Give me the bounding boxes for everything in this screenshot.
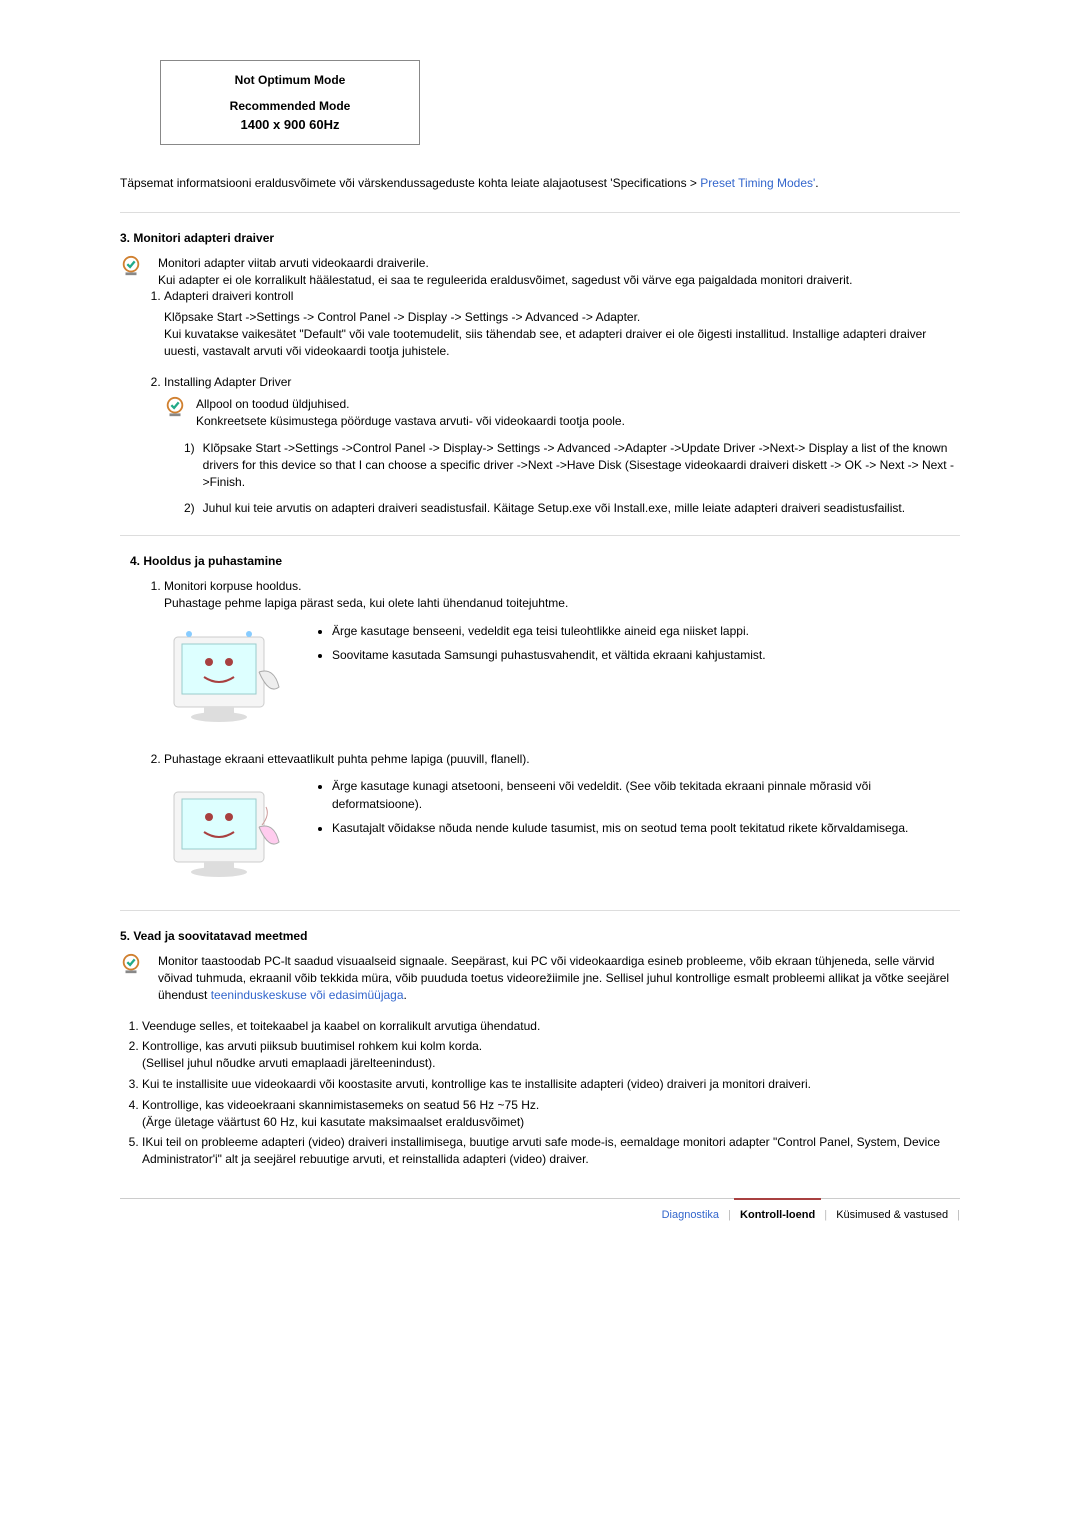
intro-suffix: . [815,176,818,190]
section5-note-block: Monitor taastoodab PC-lt saadud visuaals… [120,953,960,1003]
monitor-cleaning-image [164,622,294,737]
resolution-label: 1400 x 900 60Hz [181,117,399,132]
item2-icon-note: Allpool on toodud üldjuhised. Konkreetse… [196,396,625,430]
s4-item2-bullets: Ärge kasutage kunagi atsetooni, benseeni… [332,777,960,843]
service-center-link[interactable]: teeninduskeskuse või edasimüüjaga [211,988,404,1002]
monitor-cleaning-image-2 [164,777,294,892]
section3-title: 3. Monitori adapteri draiver [120,231,960,245]
tab-separator: | [957,1209,960,1221]
s4-item2-head: Puhastage ekraani ettevaatlikult puhta p… [164,751,960,768]
section4-item-1: Monitori korpuse hooldus. Puhastage pehm… [164,578,960,736]
item2-head: Installing Adapter Driver [164,374,960,391]
section3-sub-1: 1)Klõpsake Start ->Settings ->Control Pa… [184,440,960,490]
tab-kontroll-loend[interactable]: Kontroll-loend [734,1209,821,1221]
section3-sublist: 1)Klõpsake Start ->Settings ->Control Pa… [184,440,960,517]
section4-item-2: Puhastage ekraani ettevaatlikult puhta p… [164,751,960,893]
trouble-item: Kontrollige, kas videoekraani skannimist… [142,1097,960,1131]
intro-prefix: Täpsemat informatsiooni eraldusvõimete v… [120,176,700,190]
intro-paragraph: Täpsemat informatsiooni eraldusvõimete v… [120,175,960,192]
section3-item-2: Installing Adapter Driver Allpool on too… [164,374,960,518]
recommended-label: Recommended Mode [181,99,399,113]
note-icon [120,266,142,280]
tab-diagnostika[interactable]: Diagnostika [656,1209,725,1221]
section5-note-text: Monitor taastoodab PC-lt saadud visuaals… [158,953,960,1003]
note-icon [120,964,142,978]
section3-item-1: Adapteri draiveri kontroll Klõpsake Star… [164,288,960,359]
divider [120,212,960,213]
bullet: Ärge kasutage kunagi atsetooni, benseeni… [332,777,960,813]
item1-head: Adapteri draiveri kontroll [164,288,960,305]
not-optimum-label: Not Optimum Mode [181,73,399,87]
trouble-item: Kui te installisite uue videokaardi või … [142,1076,960,1093]
section5-title: 5. Vead ja soovitatavad meetmed [120,929,960,943]
s4-item1-head: Monitori korpuse hooldus. [164,578,960,595]
bullet: Kasutajalt võidakse nõuda nende kulude t… [332,819,960,837]
divider [120,535,960,536]
tab-kusimused[interactable]: Küsimused & vastused [830,1209,954,1221]
mode-box: Not Optimum Mode Recommended Mode 1400 x… [160,60,420,145]
section3-sub-2: 2)Juhul kui teie arvutis on adapteri dra… [184,500,960,517]
bullet: Ärge kasutage benseeni, vedeldit ega tei… [332,622,766,640]
trouble-item: Veenduge selles, et toitekaabel ja kaabe… [142,1018,960,1035]
item1-body: Klõpsake Start ->Settings -> Control Pan… [164,309,960,359]
tab-separator: | [728,1209,731,1221]
section3-note-block: Monitori adapter viitab arvuti videokaar… [120,255,852,289]
s4-item1-body: Puhastage pehme lapiga pärast seda, kui … [164,595,960,612]
bullet: Soovitame kasutada Samsungi puhastusvahe… [332,646,766,664]
preset-timing-link[interactable]: Preset Timing Modes' [700,176,815,190]
divider [120,910,960,911]
footer-tabs: Diagnostika | Kontroll-loend | Küsimused… [120,1198,960,1221]
trouble-item: Kontrollige, kas arvuti piiksub buutimis… [142,1038,960,1072]
s4-item1-bullets: Ärge kasutage benseeni, vedeldit ega tei… [332,622,766,670]
section3-note-text: Monitori adapter viitab arvuti videokaar… [158,255,852,289]
section4-title: 4. Hooldus ja puhastamine [130,554,960,568]
trouble-item: IKui teil on probleeme adapteri (video) … [142,1134,960,1168]
section4-list: Monitori korpuse hooldus. Puhastage pehm… [164,578,960,892]
tab-separator: | [824,1209,827,1221]
section5-list: Veenduge selles, et toitekaabel ja kaabe… [142,1018,960,1168]
note-icon [164,407,186,421]
section3-list: Adapteri draiveri kontroll Klõpsake Star… [164,288,960,517]
